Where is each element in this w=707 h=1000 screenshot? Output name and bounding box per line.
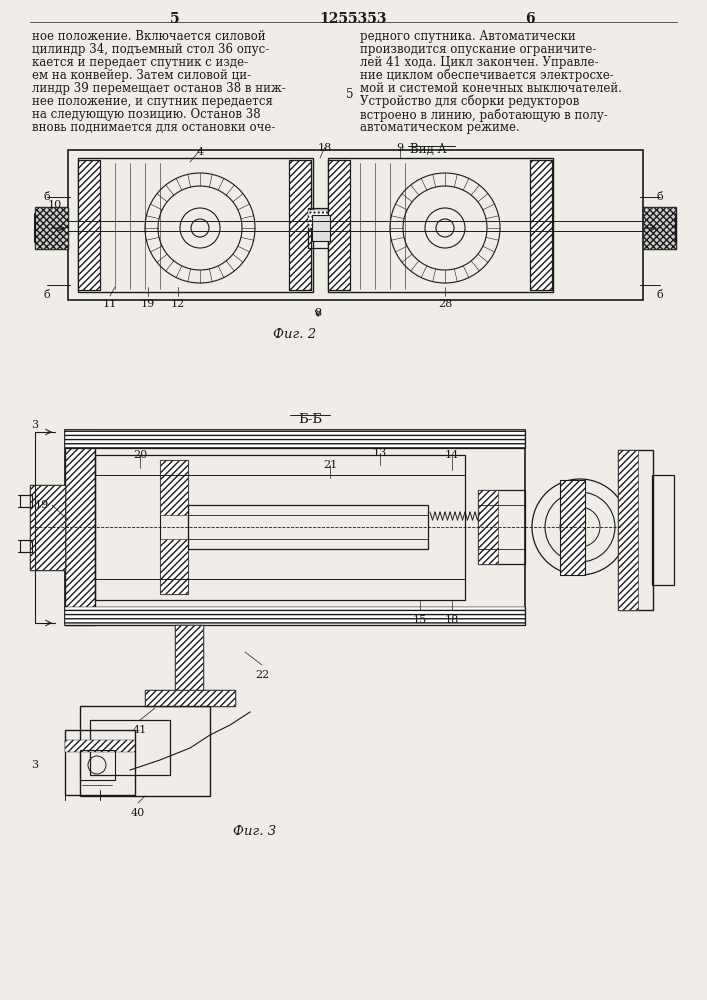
Text: 6: 6 [525, 12, 534, 26]
Bar [478, 490, 525, 564]
Text: Фиг. 2: Фиг. 2 [274, 328, 317, 341]
Text: 19: 19 [141, 299, 155, 309]
Text: линдр 39 перемещает останов 38 в ниж-: линдр 39 перемещает останов 38 в ниж- [32, 82, 286, 95]
Bar [20, 495, 32, 507]
Bar [145, 690, 235, 706]
Text: 21: 21 [323, 460, 337, 470]
Bar [188, 505, 428, 549]
Bar [65, 740, 135, 752]
Text: 5: 5 [346, 88, 354, 101]
Bar [78, 160, 100, 290]
Text: на следующую позицию. Останов 38: на следующую позицию. Останов 38 [32, 108, 261, 121]
Bar [643, 207, 676, 249]
Bar [65, 430, 95, 625]
Bar [68, 150, 643, 300]
Bar [78, 158, 313, 292]
Bar [308, 210, 330, 228]
Bar [160, 539, 188, 594]
Bar [145, 690, 235, 706]
Bar [618, 450, 653, 610]
Text: Фиг. 3: Фиг. 3 [233, 825, 276, 838]
Text: ное положение. Включается силовой: ное положение. Включается силовой [32, 30, 266, 43]
Text: редного спутника. Автоматически: редного спутника. Автоматически [360, 30, 575, 43]
Text: 22: 22 [255, 670, 269, 680]
Bar [80, 750, 115, 780]
Text: 20: 20 [133, 450, 147, 460]
Text: цилиндр 34, подъемный стол 36 опус-: цилиндр 34, подъемный стол 36 опус- [32, 43, 269, 56]
Text: 41: 41 [133, 725, 147, 735]
Text: Б-Б: Б-Б [298, 413, 322, 426]
Text: ем на конвейер. Затем силовой ци-: ем на конвейер. Затем силовой ци- [32, 69, 251, 82]
Text: 3: 3 [31, 760, 39, 770]
Text: 40: 40 [131, 808, 145, 818]
Text: Устройство для сборки редукторов: Устройство для сборки редукторов [360, 95, 579, 108]
Text: б: б [44, 290, 50, 300]
Bar [328, 158, 553, 292]
Text: 15: 15 [413, 615, 427, 625]
Bar [65, 430, 525, 448]
Bar [65, 430, 525, 625]
Text: 10: 10 [48, 200, 62, 210]
Text: лей 41 хода. Цикл закончен. Управле-: лей 41 хода. Цикл закончен. Управле- [360, 56, 599, 69]
Text: 12: 12 [171, 299, 185, 309]
Bar [328, 160, 350, 290]
Text: 18: 18 [445, 615, 459, 625]
Text: нее положение, и спутник передается: нее положение, и спутник передается [32, 95, 273, 108]
Bar [312, 215, 330, 241]
Text: 4: 4 [197, 147, 204, 157]
Bar [530, 160, 552, 290]
Bar [65, 430, 525, 448]
Bar [20, 540, 32, 552]
Text: ние циклом обеспечивается электросхе-: ние циклом обеспечивается электросхе- [360, 69, 614, 83]
Bar [652, 475, 674, 585]
Bar [175, 625, 203, 690]
Bar [160, 460, 188, 594]
Text: кается и передает спутник с изде-: кается и передает спутник с изде- [32, 56, 248, 69]
Text: 5: 5 [170, 12, 180, 26]
Bar [160, 460, 188, 515]
Text: 28: 28 [438, 299, 452, 309]
Text: 1255353: 1255353 [320, 12, 387, 26]
Bar [65, 607, 525, 625]
Bar [80, 706, 210, 796]
Bar [560, 480, 585, 575]
Bar [175, 625, 203, 690]
Text: б: б [657, 290, 663, 300]
Text: вновь поднимается для остановки оче-: вновь поднимается для остановки оче- [32, 121, 275, 134]
Text: встроено в линию, работающую в полу-: встроено в линию, работающую в полу- [360, 108, 608, 121]
Bar [289, 160, 311, 290]
Text: б: б [44, 192, 50, 202]
Bar [35, 207, 68, 249]
Text: производится опускание ограничите-: производится опускание ограничите- [360, 43, 597, 56]
Bar [65, 730, 135, 795]
Bar [643, 207, 676, 249]
Text: мой и системой конечных выключателей.: мой и системой конечных выключателей. [360, 82, 622, 95]
Bar [308, 208, 330, 248]
Text: 8: 8 [315, 308, 322, 318]
Text: б: б [657, 192, 663, 202]
Bar [95, 455, 465, 600]
Text: 9: 9 [397, 143, 404, 153]
Bar [618, 450, 638, 610]
Text: 19: 19 [35, 500, 49, 510]
Text: автоматическом режиме.: автоматическом режиме. [360, 121, 520, 134]
Text: 14: 14 [445, 450, 459, 460]
Bar [65, 607, 525, 625]
Text: 11: 11 [103, 299, 117, 309]
Text: Вид А: Вид А [410, 143, 447, 156]
Bar [30, 485, 65, 570]
Bar [35, 207, 68, 249]
Bar [560, 480, 585, 575]
Bar [78, 160, 100, 290]
Text: 3: 3 [31, 420, 39, 430]
Bar [478, 490, 498, 564]
Bar [30, 485, 65, 570]
Bar [289, 160, 311, 290]
Bar [530, 160, 552, 290]
Bar [65, 430, 95, 625]
Text: 13: 13 [373, 448, 387, 458]
Bar [90, 720, 170, 775]
Bar [328, 160, 350, 290]
Text: 18: 18 [318, 143, 332, 153]
